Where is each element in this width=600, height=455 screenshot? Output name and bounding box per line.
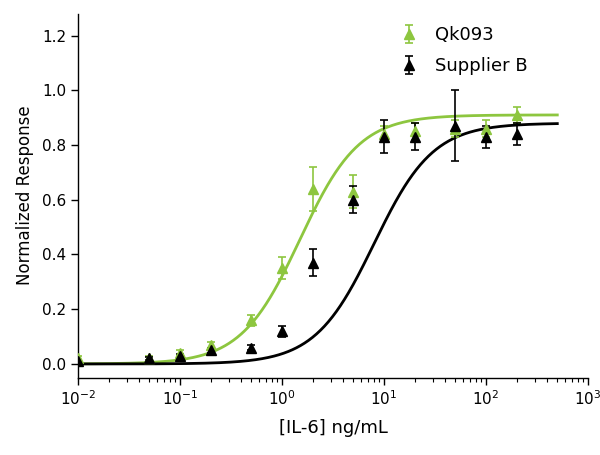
X-axis label: [IL-6] ng/mL: [IL-6] ng/mL bbox=[278, 419, 388, 437]
Legend: Qk093, Supplier B: Qk093, Supplier B bbox=[393, 26, 527, 75]
Y-axis label: Normalized Response: Normalized Response bbox=[16, 106, 34, 285]
